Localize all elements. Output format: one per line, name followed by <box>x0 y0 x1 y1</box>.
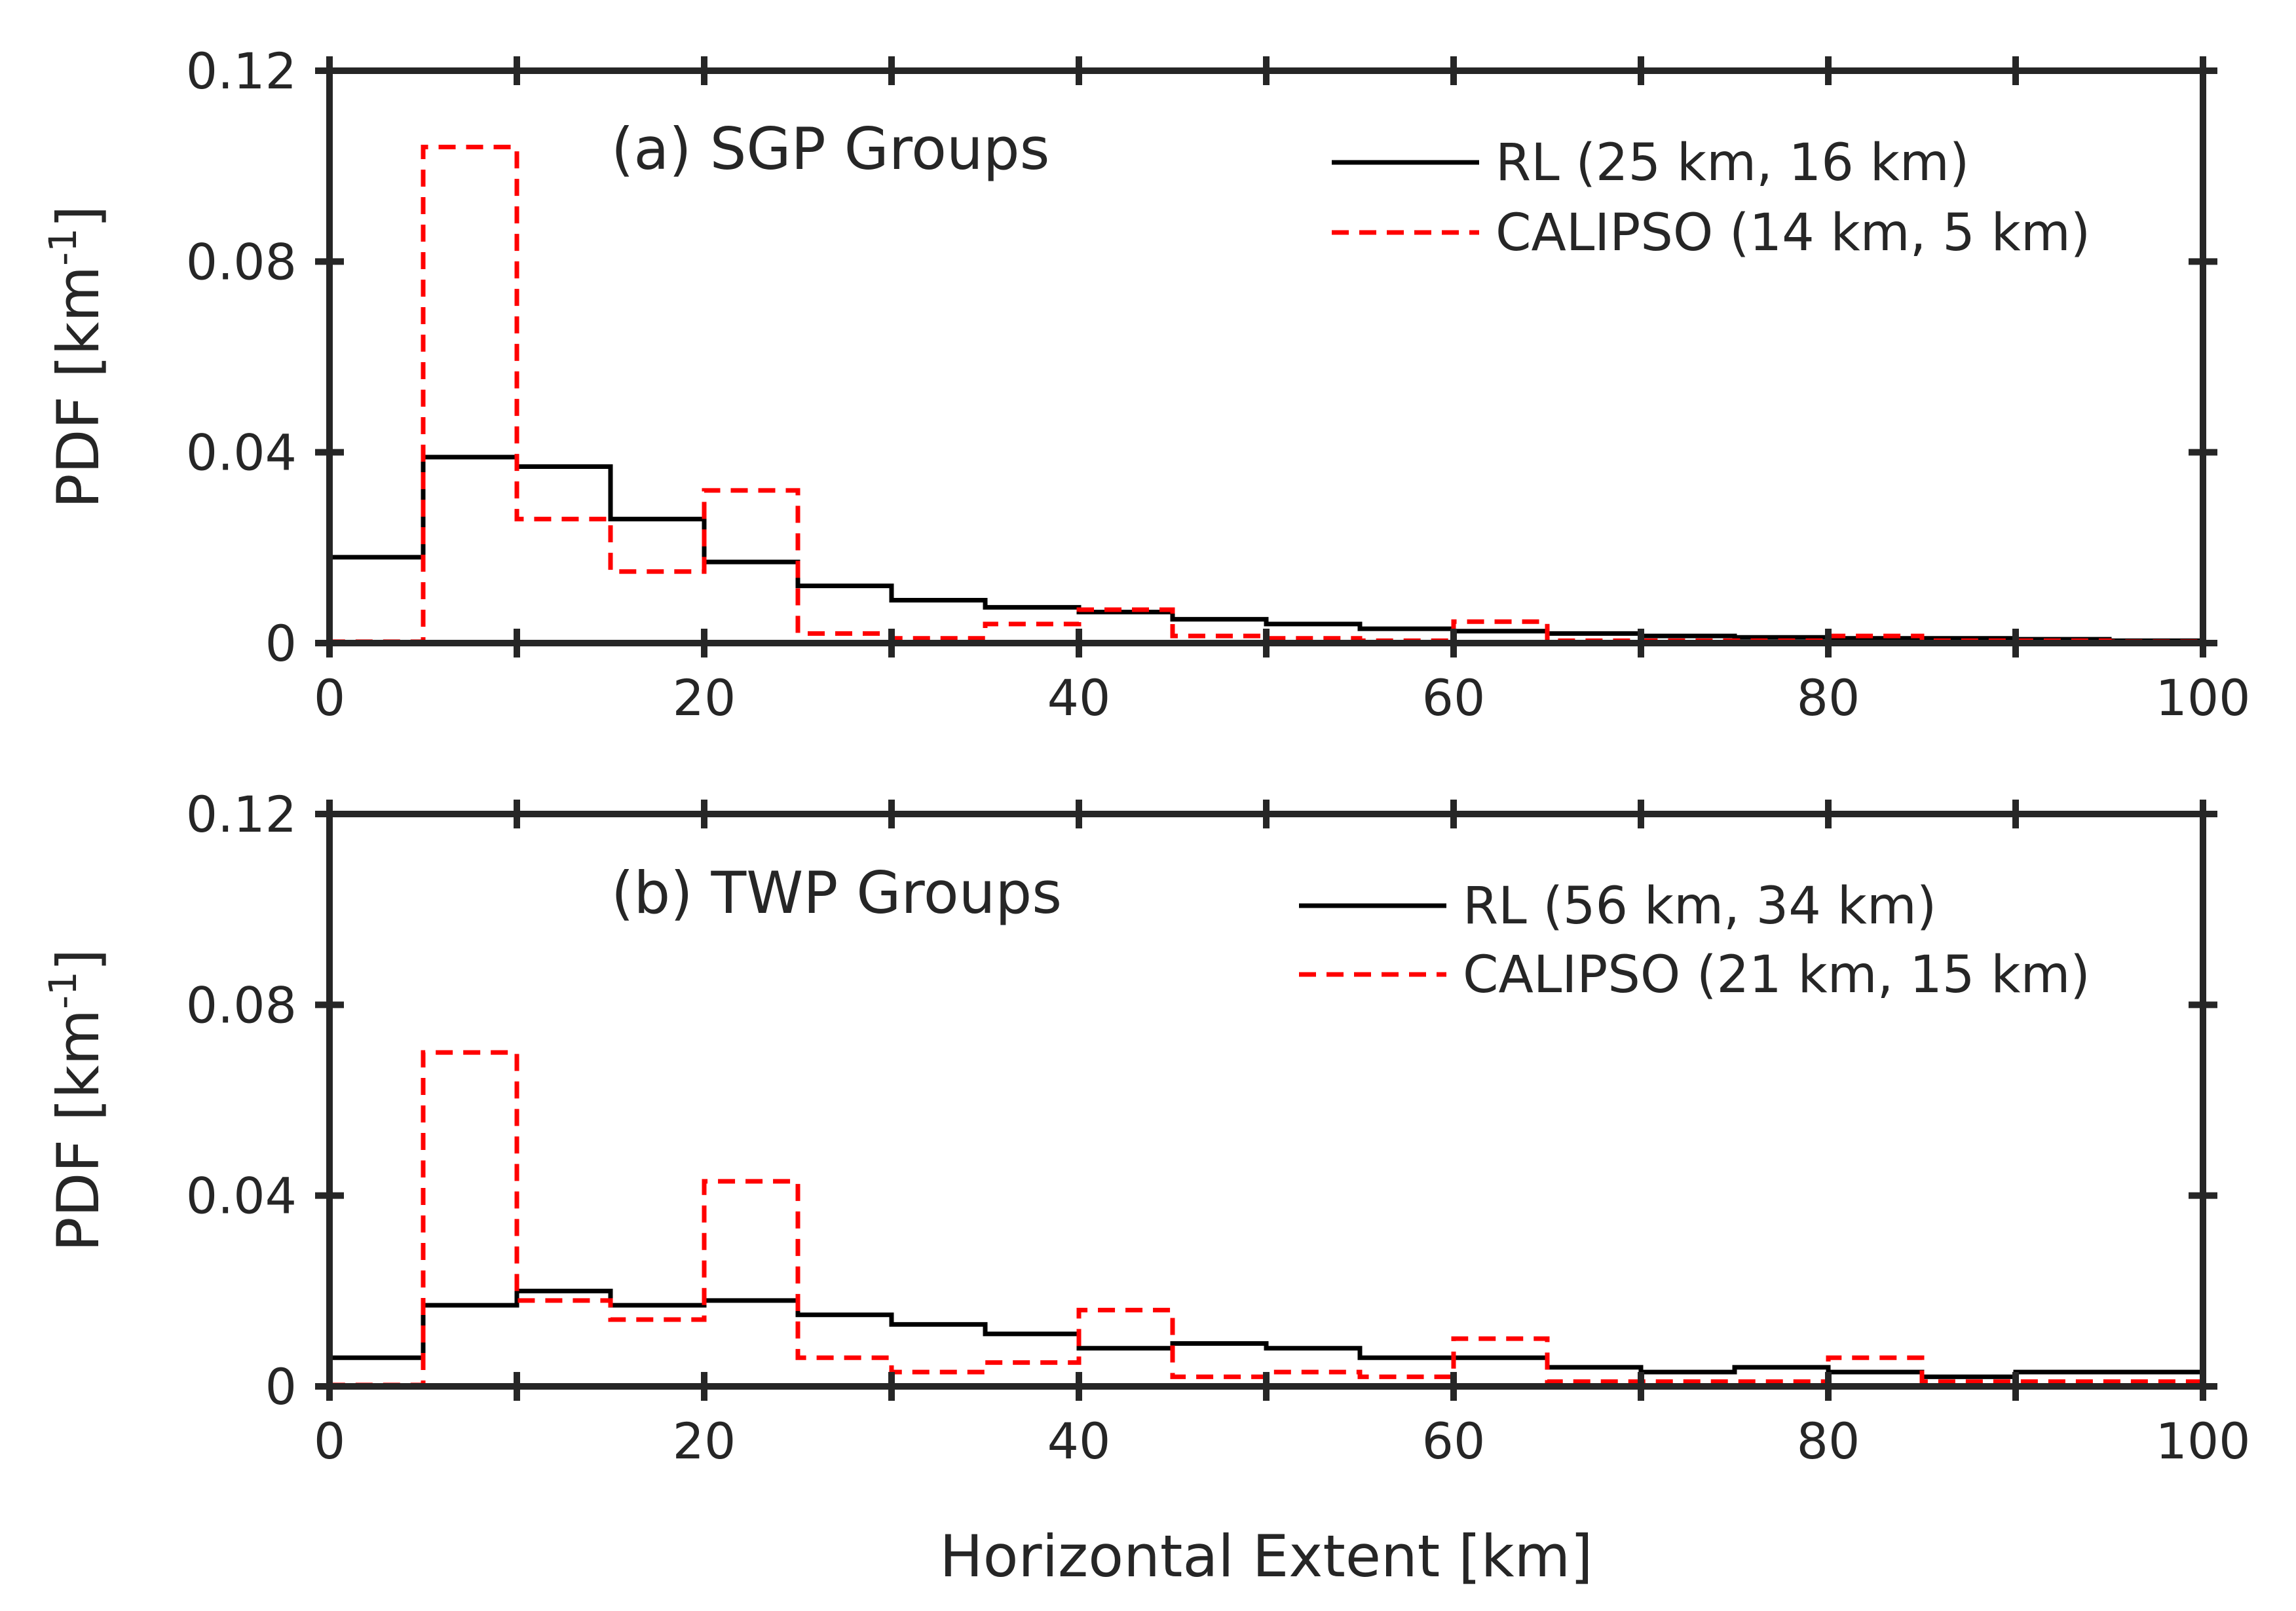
legend-label-rl: RL (56 km, 34 km) <box>1463 877 1936 936</box>
x-tick-label: 0 <box>314 669 345 727</box>
panel-a-y-tick-labels: 0 0.04 0.08 0.12 <box>186 42 297 673</box>
y-tick-label: 0.04 <box>186 424 297 482</box>
y-axis-label-main: PDF [km <box>45 266 112 508</box>
rl-step-line <box>327 454 2206 643</box>
y-axis-label-close: ] <box>45 949 112 971</box>
panel-a-sgp: 0 20 40 60 80 100 0 0.04 0.08 0.12 PDF [… <box>41 42 2251 727</box>
y-tick-label: 0.08 <box>186 976 297 1034</box>
rl-step-line <box>327 1288 2206 1386</box>
panel-b-legend: RL (56 km, 34 km) CALIPSO (21 km, 15 km) <box>1299 877 2090 1005</box>
panel-b-series <box>327 1050 2206 1388</box>
y-tick-label: 0.04 <box>186 1167 297 1225</box>
y-tick-label: 0.08 <box>186 232 297 291</box>
panel-a-y-axis-label: PDF [km-1] <box>41 206 112 509</box>
calipso-step-line <box>327 145 2206 644</box>
x-tick-label: 60 <box>1422 669 1486 727</box>
panel-b-y-tick-labels: 0 0.04 0.08 0.12 <box>186 785 297 1416</box>
panel-b-y-axis-label: PDF [km-1] <box>41 949 112 1252</box>
x-tick-label: 20 <box>673 1412 736 1470</box>
panel-a-legend: RL (25 km, 16 km) CALIPSO (14 km, 5 km) <box>1332 134 2090 263</box>
x-tick-label: 20 <box>673 669 736 727</box>
panel-b-title: (b) TWP Groups <box>611 859 1062 927</box>
y-tick-label: 0 <box>265 614 297 673</box>
y-axis-label-main: PDF [km <box>45 1009 112 1251</box>
y-axis-label-superscript: -1 <box>41 971 85 1009</box>
panel-b-axes-frame <box>326 811 2206 1390</box>
y-tick-label: 0 <box>265 1358 297 1416</box>
x-tick-label: 100 <box>2155 1412 2250 1470</box>
panel-a-x-tick-labels: 0 20 40 60 80 100 <box>314 669 2251 727</box>
x-tick-label: 40 <box>1047 669 1111 727</box>
y-axis-label-close: ] <box>45 206 112 228</box>
x-tick-label: 60 <box>1422 1412 1486 1470</box>
panel-b-twp: 0 20 40 60 80 100 0 0.04 0.08 0.12 PDF [… <box>41 785 2251 1590</box>
x-tick-label: 80 <box>1797 669 1860 727</box>
x-tick-label: 100 <box>2155 669 2250 727</box>
y-tick-label: 0.12 <box>186 42 297 100</box>
legend-label-calipso: CALIPSO (21 km, 15 km) <box>1463 946 2090 1005</box>
panel-b-x-axis-label: Horizontal Extent [km] <box>939 1523 1592 1590</box>
legend-label-calipso: CALIPSO (14 km, 5 km) <box>1496 204 2090 263</box>
calipso-step-line <box>327 1050 2206 1388</box>
x-tick-label: 40 <box>1047 1412 1111 1470</box>
y-axis-label-superscript: -1 <box>41 228 85 266</box>
panel-b-x-tick-labels: 0 20 40 60 80 100 <box>314 1412 2251 1470</box>
panel-a-title: (a) SGP Groups <box>611 115 1049 183</box>
panel-a-series <box>327 145 2206 644</box>
panel-a-axes-frame <box>326 67 2206 646</box>
legend-label-rl: RL (25 km, 16 km) <box>1496 134 1969 193</box>
x-tick-label: 80 <box>1797 1412 1860 1470</box>
x-tick-label: 0 <box>314 1412 345 1470</box>
y-tick-label: 0.12 <box>186 785 297 843</box>
